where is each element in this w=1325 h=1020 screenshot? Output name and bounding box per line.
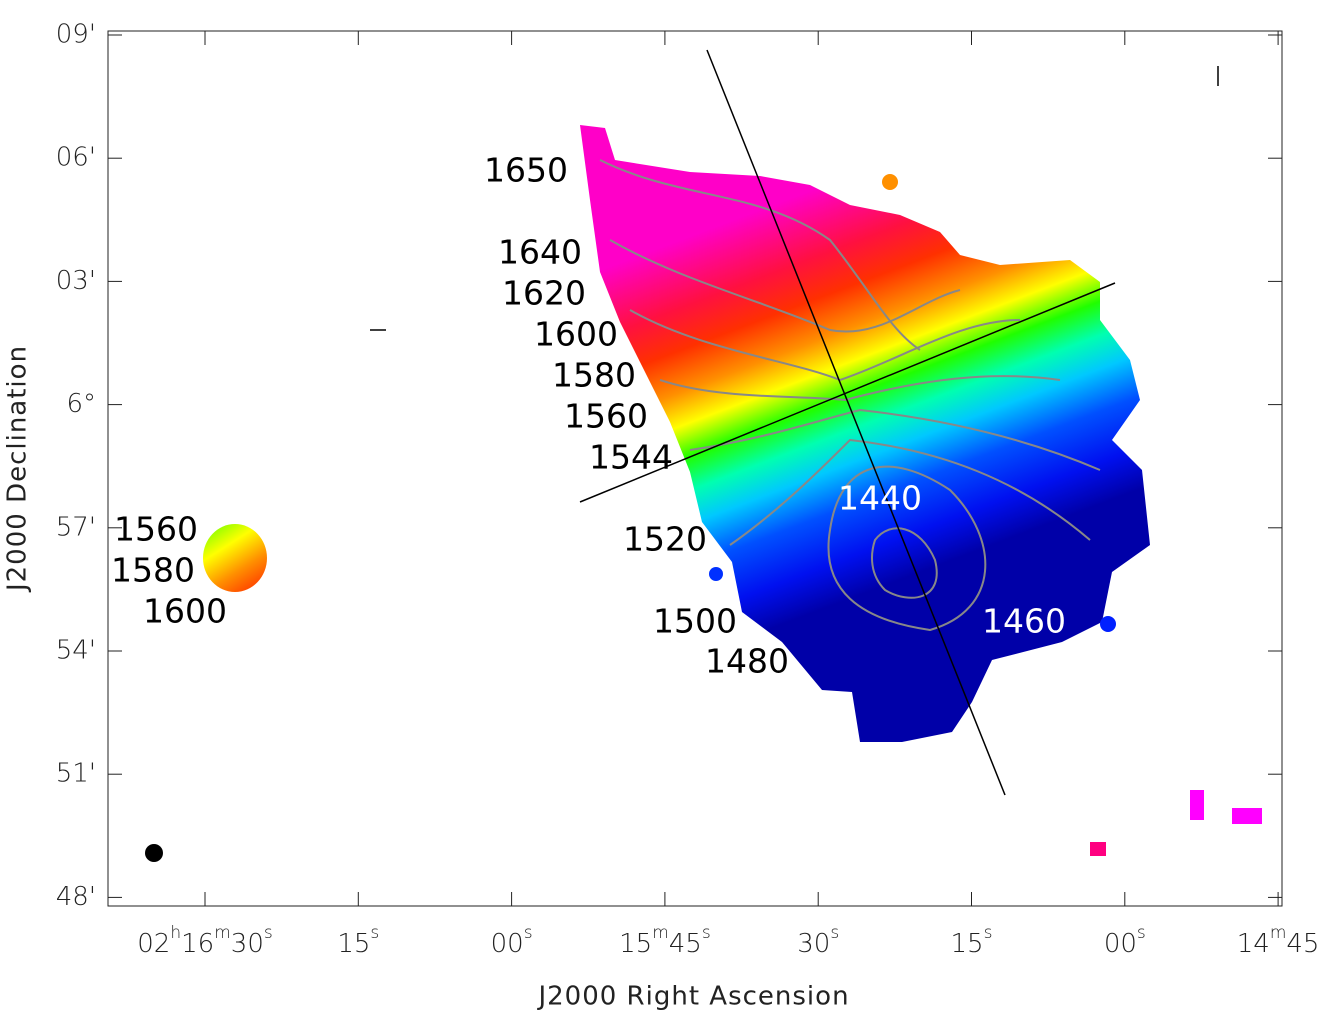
x-tick-label: 15s	[951, 923, 993, 959]
contour-label: 1500	[653, 602, 737, 641]
x-tick-number: 45	[1286, 929, 1319, 959]
x-tick-label: 00s	[491, 923, 533, 959]
x-tick-number: 30	[231, 929, 264, 959]
y-tick-label: 57'	[56, 512, 96, 542]
contour	[609, 239, 961, 333]
contour	[871, 527, 938, 599]
y-tick-label: 54'	[56, 636, 96, 666]
y-tick-label: 09'	[56, 20, 96, 50]
x-tick-label: 14m45	[1237, 923, 1320, 959]
y-tick-label: 03'	[56, 266, 96, 296]
y-tick-label: 6°	[66, 389, 96, 419]
contour	[729, 438, 1091, 546]
x-tick-label: 00s	[1104, 923, 1146, 959]
x-tick-number: 02	[137, 929, 170, 959]
x-axis-title: J2000 Right Ascension	[536, 982, 849, 1012]
contour-label: 1460	[982, 602, 1066, 641]
plot-frame	[107, 30, 1283, 907]
x-tick-unit: s	[830, 923, 839, 943]
x-tick-unit: s	[1137, 923, 1146, 943]
x-tick-unit: s	[984, 923, 993, 943]
y-tick-label: 06'	[56, 143, 96, 173]
contour	[629, 309, 1021, 382]
x-tick-number: 16	[181, 929, 214, 959]
specks	[709, 174, 1262, 856]
x-tick-unit: m	[1270, 923, 1287, 943]
x-tick-unit: m	[652, 923, 669, 943]
x-tick-number: 00	[491, 929, 524, 959]
contour-label: 1650	[484, 151, 568, 190]
speck	[1090, 842, 1106, 856]
contour-label: 1640	[498, 233, 582, 272]
contour-label: 1544	[589, 438, 673, 477]
x-tick-number: 15	[337, 929, 370, 959]
x-tick-unit: s	[524, 923, 533, 943]
galaxy-velocity-field	[580, 125, 1150, 742]
contour-label: 1520	[623, 520, 707, 559]
speck	[1100, 616, 1116, 632]
contour-label: 1560	[114, 510, 198, 549]
minor-axis	[579, 282, 1116, 503]
contour-label: 1580	[111, 551, 195, 590]
contour-label: 1480	[705, 642, 789, 681]
contours	[599, 159, 1101, 632]
speck	[882, 174, 898, 190]
x-tick-label: 15s	[337, 923, 379, 959]
x-tick-number: 45	[669, 929, 702, 959]
contour	[827, 465, 987, 632]
contour-label: 1620	[502, 274, 586, 313]
x-tick-number: 15	[951, 929, 984, 959]
contour	[659, 375, 1061, 402]
major-axis	[706, 49, 1006, 796]
x-tick-unit: s	[370, 923, 379, 943]
x-tick-unit: s	[264, 923, 273, 943]
x-tick-unit: s	[702, 923, 711, 943]
x-tick-unit: h	[170, 923, 181, 943]
contour-label: 1580	[552, 356, 636, 395]
x-tick-number: 00	[1104, 929, 1137, 959]
speck	[1232, 808, 1262, 824]
y-tick-label: 51'	[56, 759, 96, 789]
speck	[709, 567, 723, 581]
beam	[145, 844, 163, 862]
contour-label: 1600	[143, 592, 227, 631]
x-tick-number: 15	[619, 929, 652, 959]
x-tick-number: 30	[797, 929, 830, 959]
y-tick-label: 48'	[56, 882, 96, 912]
x-tick-label: 30s	[797, 923, 839, 959]
x-tick-label: 15m45s	[619, 923, 711, 959]
x-tick-number: 14	[1237, 929, 1270, 959]
contour-label: 1440	[838, 479, 922, 518]
contour-label: 1600	[534, 315, 618, 354]
y-axis-title: J2000 Declination	[3, 345, 33, 593]
x-tick-label: 02h16m30s	[137, 923, 272, 959]
speck	[1190, 790, 1204, 820]
contour-label: 1560	[564, 397, 648, 436]
companion-velocity-field	[203, 524, 267, 592]
x-tick-unit: m	[214, 923, 231, 943]
contour	[689, 408, 1101, 471]
